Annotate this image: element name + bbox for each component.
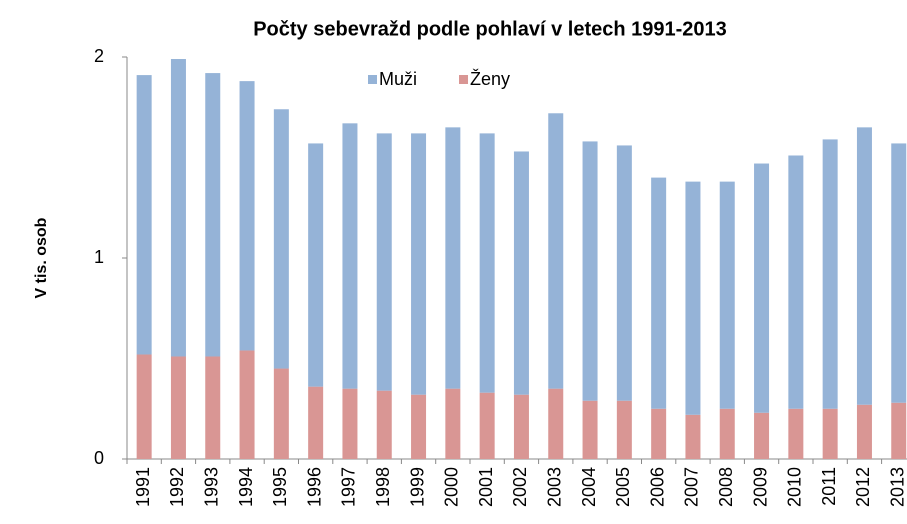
bar-segment (513, 151, 529, 395)
bar-segment (719, 181, 735, 409)
y-tick-label: 2 (94, 46, 104, 66)
bar-segment (170, 356, 186, 459)
bar-segment (411, 133, 427, 395)
chart-title: Počty sebevražd podle pohlaví v letech 1… (253, 18, 727, 40)
bar-segment (308, 143, 324, 387)
x-tick-label: 2007 (682, 467, 702, 507)
x-tick-label: 2004 (579, 467, 599, 507)
bar-segment (342, 123, 358, 389)
x-tick-label: 1994 (236, 467, 256, 507)
bar-segment (376, 390, 392, 459)
x-tick-label: 2006 (647, 467, 667, 507)
x-tick-label: 2012 (853, 467, 873, 507)
legend-label: Muži (379, 69, 417, 89)
bar-segment (651, 408, 667, 459)
x-tick-label: 2001 (476, 467, 496, 507)
bar-segment (205, 356, 221, 459)
y-tick-label: 1 (94, 247, 104, 267)
bar-segment (685, 181, 701, 415)
bar-segment (308, 386, 324, 459)
bar-segment (856, 127, 872, 405)
bar-segment (582, 400, 598, 459)
bar-segment (856, 404, 872, 459)
bar-segment (891, 402, 907, 459)
x-tick-label: 1991 (133, 467, 153, 507)
bar-segment (479, 392, 495, 459)
bar-segment (445, 388, 461, 459)
bar-segment (513, 394, 529, 459)
bar-segment (788, 155, 804, 409)
bar-segment (582, 141, 598, 401)
bar-segment (479, 133, 495, 393)
x-tick-label: 2010 (785, 467, 805, 507)
bar-segment (205, 73, 221, 357)
x-tick-label: 2013 (888, 467, 907, 507)
x-tick-label: 2009 (750, 467, 770, 507)
x-tick-label: 1995 (270, 467, 290, 507)
x-tick-label: 1998 (373, 467, 393, 507)
bar-segment (239, 350, 255, 459)
bar-segment (754, 163, 770, 413)
legend-swatch (459, 75, 469, 84)
bar-segment (788, 408, 804, 459)
x-tick-label: 2003 (545, 467, 565, 507)
x-tick-label: 1992 (167, 467, 187, 507)
x-tick-label: 1993 (202, 467, 222, 507)
bar-segment (342, 388, 358, 459)
bar-segment (719, 408, 735, 459)
bar-segment (445, 127, 461, 389)
y-tick-label: 0 (94, 448, 104, 468)
bar-segment (170, 59, 186, 357)
x-tick-label: 1997 (339, 467, 359, 507)
bar-segment (548, 113, 564, 389)
bar-segment (239, 81, 255, 351)
x-tick-label: 1999 (407, 467, 427, 507)
bar-segment (822, 408, 838, 459)
bar-segment (411, 394, 427, 459)
x-tick-label: 2002 (510, 467, 530, 507)
bar-segment (273, 109, 289, 369)
legend-label: Ženy (470, 69, 510, 89)
bar-segment (273, 368, 289, 459)
x-tick-label: 2000 (442, 467, 462, 507)
bar-segment (616, 400, 632, 459)
bar-segment (616, 145, 632, 401)
bar-segment (685, 414, 701, 459)
x-tick-label: 2011 (819, 467, 839, 506)
legend-swatch (368, 75, 377, 84)
y-axis-label: V tis. osob (33, 217, 50, 298)
bar-segment (651, 177, 667, 409)
bar-segment (548, 388, 564, 459)
bar-segment (891, 143, 907, 403)
bar-segment (136, 75, 152, 355)
bar-segment (754, 412, 770, 459)
x-tick-label: 2005 (613, 467, 633, 507)
bar-segment (822, 139, 838, 409)
bar-segment (136, 354, 152, 459)
x-tick-label: 2008 (716, 467, 736, 507)
bar-segment (376, 133, 392, 391)
x-tick-label: 1996 (304, 467, 324, 507)
